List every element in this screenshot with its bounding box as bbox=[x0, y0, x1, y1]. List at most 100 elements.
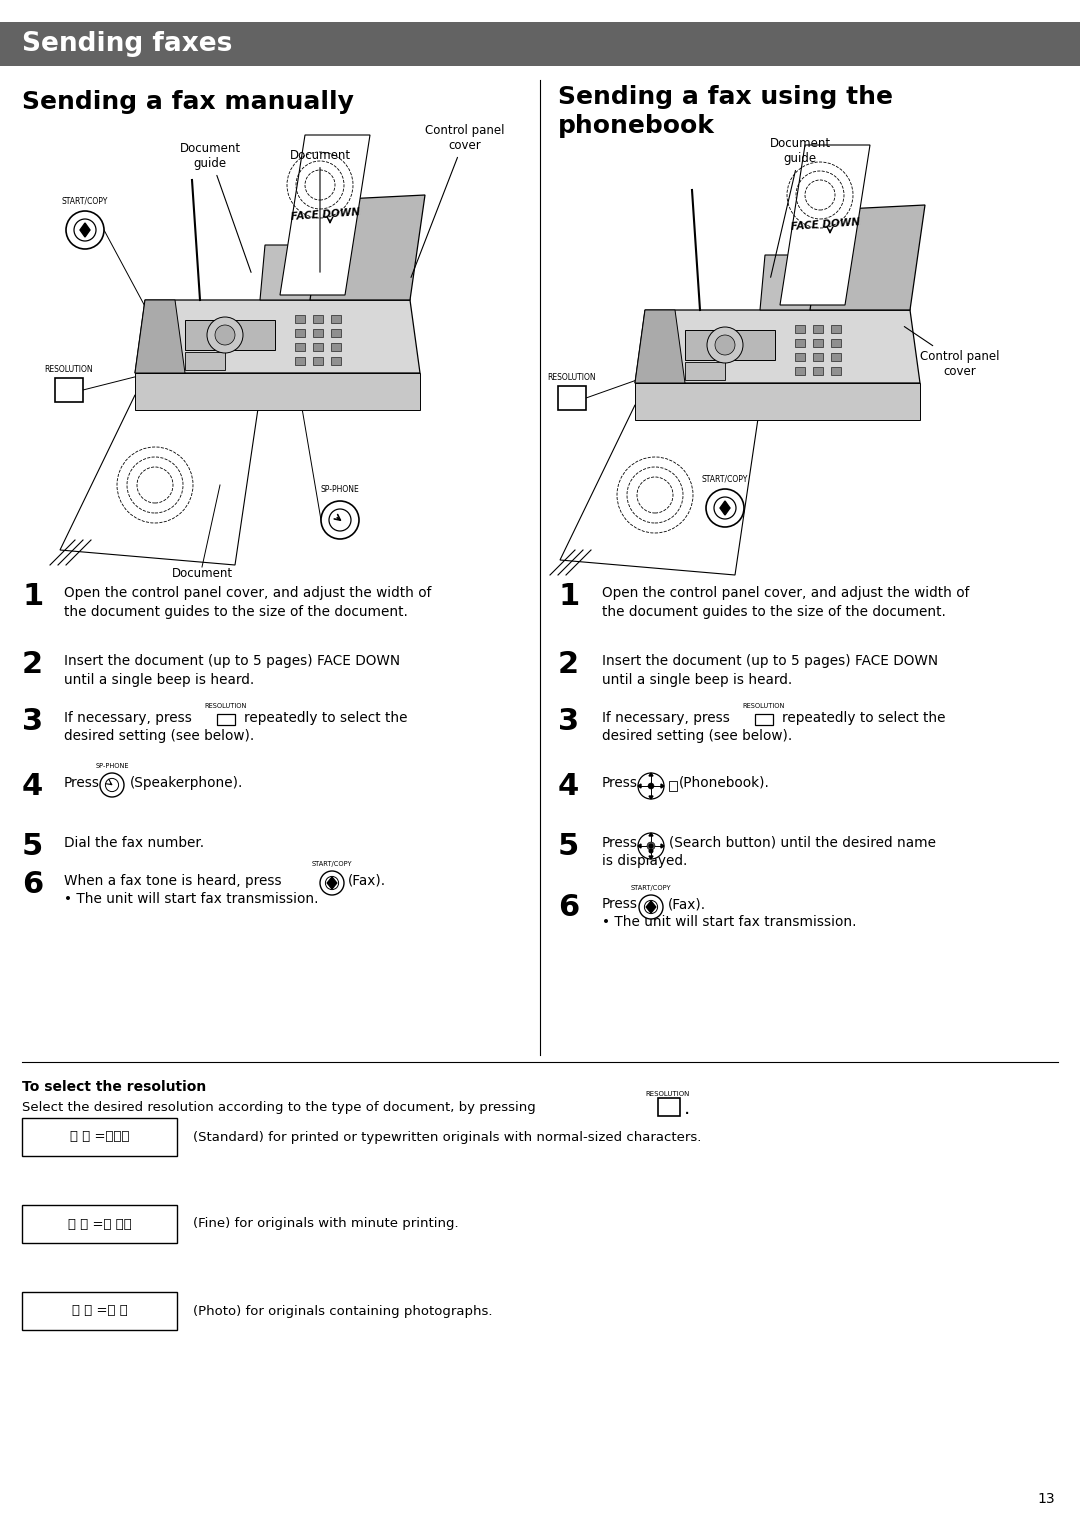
Text: Control panel
cover: Control panel cover bbox=[904, 327, 1000, 378]
Text: START/COPY: START/COPY bbox=[702, 475, 748, 484]
Bar bbox=[295, 357, 305, 365]
Circle shape bbox=[707, 327, 743, 363]
Polygon shape bbox=[810, 204, 924, 310]
Bar bbox=[813, 366, 823, 375]
Text: Sending a fax using the
phonebook: Sending a fax using the phonebook bbox=[558, 85, 893, 137]
Text: (Photo) for originals containing photographs.: (Photo) for originals containing photogr… bbox=[193, 1305, 492, 1317]
Bar bbox=[330, 357, 341, 365]
Text: 3: 3 bbox=[558, 707, 579, 736]
Text: Press: Press bbox=[602, 777, 638, 790]
Bar bbox=[658, 1099, 680, 1116]
Bar bbox=[685, 330, 775, 360]
Bar bbox=[831, 366, 841, 375]
Circle shape bbox=[325, 876, 339, 890]
Polygon shape bbox=[135, 301, 420, 372]
Bar bbox=[831, 339, 841, 346]
Text: If necessary, press: If necessary, press bbox=[602, 711, 730, 725]
Polygon shape bbox=[135, 372, 420, 410]
Text: RESOLUTION: RESOLUTION bbox=[205, 703, 247, 710]
Polygon shape bbox=[646, 900, 656, 913]
Polygon shape bbox=[720, 501, 730, 514]
Bar bbox=[313, 314, 323, 324]
Text: 4: 4 bbox=[22, 772, 43, 801]
Polygon shape bbox=[661, 844, 664, 848]
Text: 6: 6 bbox=[22, 870, 43, 899]
Text: SP-PHONE: SP-PHONE bbox=[321, 485, 360, 494]
Polygon shape bbox=[80, 223, 90, 237]
Bar bbox=[295, 343, 305, 351]
Text: (Fax).: (Fax). bbox=[348, 874, 387, 888]
Text: Press: Press bbox=[64, 777, 100, 790]
Bar bbox=[313, 330, 323, 337]
Text: 1: 1 bbox=[558, 581, 579, 610]
Polygon shape bbox=[327, 877, 337, 890]
Circle shape bbox=[638, 833, 664, 859]
Text: 2: 2 bbox=[558, 650, 579, 679]
Bar bbox=[22, 1293, 177, 1331]
Bar bbox=[313, 343, 323, 351]
Text: Document
guide: Document guide bbox=[769, 137, 831, 278]
Bar bbox=[313, 357, 323, 365]
Bar bbox=[0, 21, 1080, 66]
Polygon shape bbox=[561, 404, 760, 575]
Text: repeatedly to select the: repeatedly to select the bbox=[782, 711, 945, 725]
Polygon shape bbox=[260, 246, 410, 301]
Text: Dial the fax number.: Dial the fax number. bbox=[64, 836, 204, 850]
Bar bbox=[330, 314, 341, 324]
Bar bbox=[795, 366, 805, 375]
Bar bbox=[295, 330, 305, 337]
Circle shape bbox=[215, 325, 235, 345]
Polygon shape bbox=[638, 784, 642, 787]
Circle shape bbox=[645, 900, 658, 914]
Text: 画 質 =小 さい: 画 質 =小 さい bbox=[68, 1218, 132, 1230]
Text: START/COPY: START/COPY bbox=[631, 885, 672, 891]
Text: Document: Document bbox=[172, 568, 232, 580]
Bar bbox=[755, 714, 773, 725]
Circle shape bbox=[648, 848, 653, 853]
Text: If necessary, press: If necessary, press bbox=[64, 711, 192, 725]
Text: Document
guide: Document guide bbox=[179, 142, 251, 272]
Bar bbox=[217, 714, 235, 725]
Circle shape bbox=[66, 211, 104, 249]
Text: 画 質 =写 真: 画 質 =写 真 bbox=[71, 1305, 127, 1317]
Bar bbox=[831, 325, 841, 333]
Text: START/COPY: START/COPY bbox=[62, 197, 108, 206]
Polygon shape bbox=[661, 784, 664, 787]
Polygon shape bbox=[280, 134, 370, 295]
Polygon shape bbox=[635, 310, 685, 383]
Polygon shape bbox=[635, 310, 920, 383]
Bar bbox=[330, 330, 341, 337]
Text: desired setting (see below).: desired setting (see below). bbox=[64, 729, 254, 743]
Text: .: . bbox=[684, 1099, 690, 1117]
Text: 5: 5 bbox=[22, 832, 43, 861]
Text: • The unit will start fax transmission.: • The unit will start fax transmission. bbox=[64, 893, 319, 906]
Polygon shape bbox=[649, 833, 653, 836]
Text: When a fax tone is heard, press: When a fax tone is heard, press bbox=[64, 874, 282, 888]
Circle shape bbox=[207, 317, 243, 353]
Text: (Search button) until the desired name: (Search button) until the desired name bbox=[669, 836, 936, 850]
Polygon shape bbox=[60, 395, 260, 565]
Text: 13: 13 bbox=[1038, 1492, 1055, 1506]
Circle shape bbox=[639, 896, 663, 919]
Bar bbox=[558, 386, 586, 410]
Polygon shape bbox=[780, 145, 870, 305]
Bar bbox=[813, 353, 823, 362]
Bar bbox=[669, 781, 677, 790]
Circle shape bbox=[100, 774, 124, 797]
Bar bbox=[185, 353, 225, 369]
Text: FACE DOWN: FACE DOWN bbox=[791, 218, 860, 232]
Polygon shape bbox=[649, 774, 653, 777]
Text: Insert the document (up to 5 pages) FACE DOWN
until a single beep is heard.: Insert the document (up to 5 pages) FACE… bbox=[602, 655, 939, 687]
Bar bbox=[813, 325, 823, 333]
Circle shape bbox=[321, 501, 359, 539]
Bar bbox=[685, 362, 725, 380]
Polygon shape bbox=[649, 856, 653, 859]
Circle shape bbox=[714, 497, 735, 519]
Circle shape bbox=[647, 842, 654, 850]
Text: 6: 6 bbox=[558, 893, 579, 922]
Circle shape bbox=[329, 510, 351, 531]
Bar bbox=[330, 343, 341, 351]
Text: is displayed.: is displayed. bbox=[602, 855, 687, 868]
Text: Open the control panel cover, and adjust the width of
the document guides to the: Open the control panel cover, and adjust… bbox=[64, 586, 431, 620]
Text: Insert the document (up to 5 pages) FACE DOWN
until a single beep is heard.: Insert the document (up to 5 pages) FACE… bbox=[64, 655, 400, 687]
